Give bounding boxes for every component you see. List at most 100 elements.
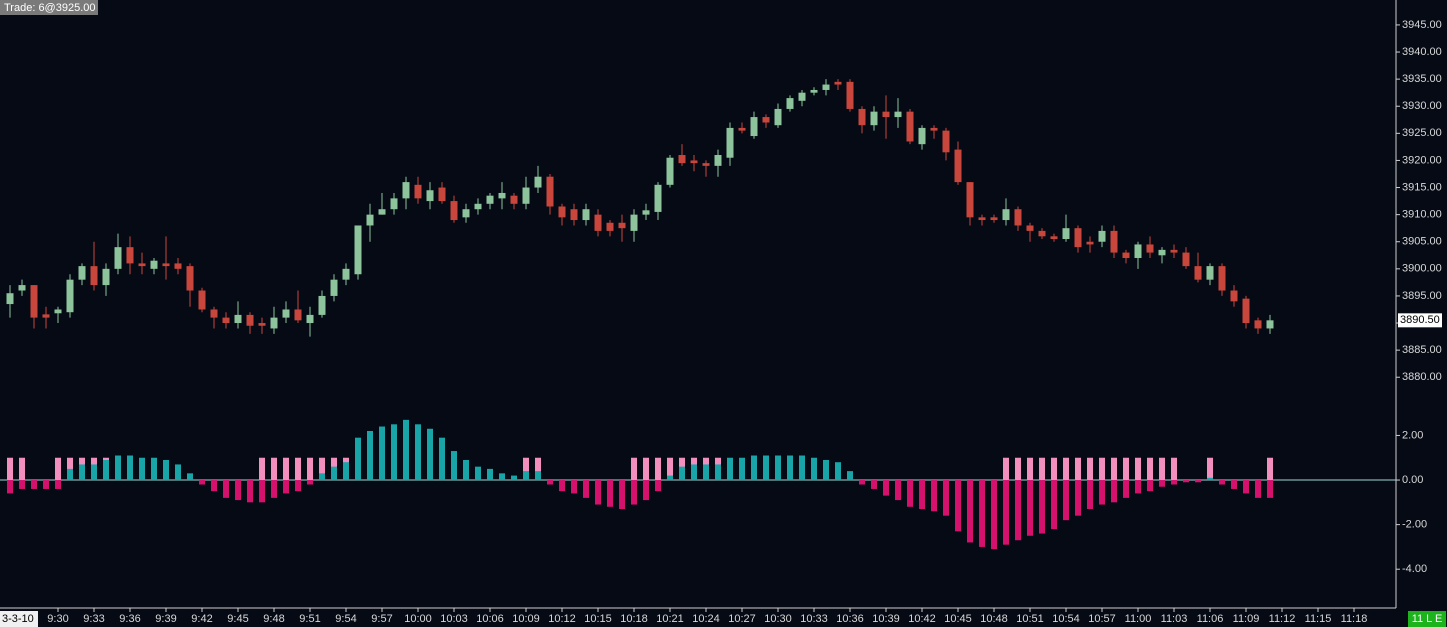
candle-body bbox=[618, 222, 626, 229]
candle-body bbox=[6, 293, 14, 305]
histogram-bar bbox=[235, 480, 241, 501]
x-tick-label: 10:36 bbox=[836, 613, 864, 625]
candle-body bbox=[306, 314, 314, 324]
histogram-bar bbox=[751, 455, 757, 481]
histogram-bar bbox=[619, 480, 625, 510]
x-tick-label: 10:51 bbox=[1016, 613, 1044, 625]
histogram-bar bbox=[787, 455, 793, 481]
histogram-bar bbox=[1171, 457, 1177, 481]
histogram-bar bbox=[1003, 480, 1009, 545]
x-tick-label: 10:54 bbox=[1052, 613, 1080, 625]
histogram-bar bbox=[1159, 480, 1165, 487]
candle-body bbox=[414, 184, 422, 199]
histogram-bar bbox=[523, 471, 529, 481]
histogram-bar bbox=[739, 457, 745, 481]
histogram-bar bbox=[283, 457, 289, 481]
candle-body bbox=[402, 182, 410, 199]
histogram-bar bbox=[967, 480, 973, 543]
histogram-bar bbox=[295, 457, 301, 481]
y-tick-label: 3935.00 bbox=[1402, 73, 1442, 85]
histogram-bar bbox=[163, 459, 169, 481]
histogram-bar bbox=[271, 457, 277, 481]
histogram-bar bbox=[667, 457, 673, 481]
histogram-bar bbox=[379, 426, 385, 481]
candle-body bbox=[342, 268, 350, 280]
histogram-bar bbox=[1111, 457, 1117, 481]
candle-body bbox=[426, 190, 434, 202]
candle-body bbox=[1026, 225, 1034, 231]
x-tick-label: 9:57 bbox=[371, 613, 392, 625]
date-label: 3-3-10 bbox=[2, 613, 34, 625]
y-tick-label: 3945.00 bbox=[1402, 19, 1442, 31]
candle-body bbox=[54, 309, 62, 314]
candle-body bbox=[822, 84, 830, 90]
candle-body bbox=[774, 108, 782, 126]
y-tick-label: 3880.00 bbox=[1402, 371, 1442, 383]
candle-body bbox=[246, 314, 254, 326]
candle-body bbox=[606, 222, 614, 231]
histogram-bar bbox=[907, 480, 913, 507]
histogram-bar bbox=[103, 459, 109, 481]
histogram-bar bbox=[31, 480, 37, 489]
histogram-bar bbox=[595, 480, 601, 505]
histogram-bar bbox=[139, 457, 145, 481]
histogram-bar bbox=[403, 419, 409, 481]
histogram-bar bbox=[847, 471, 853, 481]
histogram-bar bbox=[919, 480, 925, 510]
histogram-bar bbox=[1147, 480, 1153, 492]
candle-body bbox=[282, 309, 290, 318]
candle-body bbox=[1050, 236, 1058, 240]
histogram-bar bbox=[391, 424, 397, 481]
candle-body bbox=[1158, 249, 1166, 256]
candle-body bbox=[366, 214, 374, 226]
y-tick-label: 3915.00 bbox=[1402, 181, 1442, 193]
histogram-bar bbox=[655, 457, 661, 481]
candle-body bbox=[978, 217, 986, 221]
candle-body bbox=[1086, 241, 1094, 245]
candle-body bbox=[930, 127, 938, 131]
last-price-label: 3890.50 bbox=[1400, 314, 1440, 326]
x-tick-label: 9:30 bbox=[47, 613, 68, 625]
x-tick-label: 11:12 bbox=[1269, 613, 1296, 625]
candle-body bbox=[918, 127, 926, 145]
candle-body bbox=[846, 81, 854, 109]
histogram-bar bbox=[655, 480, 661, 492]
candle-body bbox=[942, 130, 950, 153]
candle-body bbox=[438, 187, 446, 202]
candle-body bbox=[138, 263, 146, 267]
candle-body bbox=[594, 214, 602, 231]
candle-body bbox=[954, 149, 962, 183]
y-tick-label: -2.00 bbox=[1402, 519, 1427, 531]
histogram-bar bbox=[1159, 457, 1165, 481]
histogram-bar bbox=[259, 457, 265, 481]
histogram-bar bbox=[943, 480, 949, 516]
histogram-bar bbox=[583, 480, 589, 498]
x-tick-label: 9:54 bbox=[335, 613, 356, 625]
histogram-bar bbox=[19, 457, 25, 481]
x-tick-label: 9:39 bbox=[155, 613, 176, 625]
histogram-bar bbox=[187, 473, 193, 481]
histogram-bar bbox=[631, 457, 637, 481]
histogram-bar bbox=[67, 468, 73, 481]
candle-body bbox=[462, 209, 470, 218]
x-tick-label: 10:57 bbox=[1088, 613, 1116, 625]
candle-body bbox=[762, 117, 770, 123]
histogram-bar bbox=[667, 475, 673, 481]
candle-body bbox=[726, 127, 734, 158]
candle-body bbox=[294, 309, 302, 321]
histogram-bar bbox=[547, 480, 553, 485]
candle-body bbox=[210, 309, 218, 318]
histogram-bar bbox=[523, 457, 529, 481]
histogram-bar bbox=[727, 457, 733, 481]
x-tick-label: 9:36 bbox=[119, 613, 140, 625]
histogram-bar bbox=[91, 464, 97, 481]
candle-body bbox=[1182, 252, 1190, 267]
histogram-bar bbox=[979, 480, 985, 547]
histogram-bar bbox=[535, 457, 541, 481]
histogram-bar bbox=[1123, 480, 1129, 498]
histogram-bar bbox=[415, 424, 421, 481]
candle-body bbox=[558, 206, 566, 218]
histogram-bar bbox=[1099, 480, 1105, 505]
histogram-bar bbox=[55, 457, 61, 481]
candle-body bbox=[1110, 230, 1118, 253]
